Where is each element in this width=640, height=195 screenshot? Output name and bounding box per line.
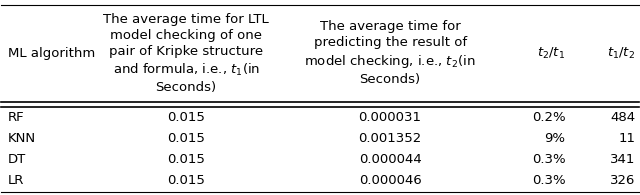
Text: 0.3%: 0.3%	[532, 174, 565, 187]
Text: 0.000031: 0.000031	[358, 111, 422, 124]
Text: 0.015: 0.015	[167, 111, 205, 124]
Text: 9%: 9%	[545, 132, 565, 145]
Text: 0.000044: 0.000044	[358, 153, 422, 166]
Text: 326: 326	[610, 174, 636, 187]
Text: 0.000046: 0.000046	[358, 174, 422, 187]
Text: 484: 484	[611, 111, 636, 124]
Text: 0.001352: 0.001352	[358, 132, 422, 145]
Text: DT: DT	[8, 153, 26, 166]
Text: 0.015: 0.015	[167, 174, 205, 187]
Text: LR: LR	[8, 174, 24, 187]
Text: $t_1/t_2$: $t_1/t_2$	[607, 46, 636, 61]
Text: ML algorithm: ML algorithm	[8, 47, 95, 60]
Text: The average time for LTL
model checking of one
pair of Kripke structure
and form: The average time for LTL model checking …	[103, 13, 269, 94]
Text: 0.2%: 0.2%	[532, 111, 565, 124]
Text: 0.3%: 0.3%	[532, 153, 565, 166]
Text: 0.015: 0.015	[167, 132, 205, 145]
Text: 11: 11	[618, 132, 636, 145]
Text: 341: 341	[610, 153, 636, 166]
Text: 0.015: 0.015	[167, 153, 205, 166]
Text: $t_2/t_1$: $t_2/t_1$	[537, 46, 565, 61]
Text: KNN: KNN	[8, 132, 36, 145]
Text: RF: RF	[8, 111, 24, 124]
Text: The average time for
predicting the result of
model checking, i.e., $t_2$(in
Sec: The average time for predicting the resu…	[305, 20, 476, 86]
